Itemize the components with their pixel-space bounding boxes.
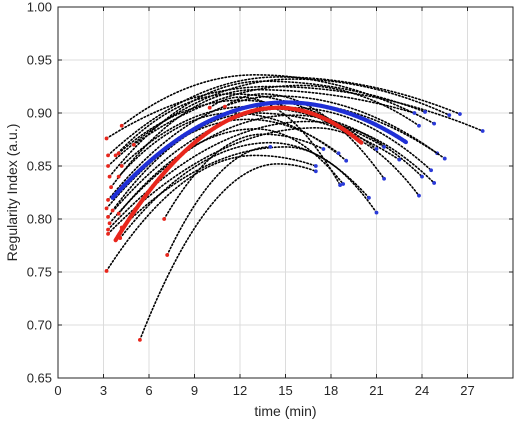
series-end-point [412,111,417,115]
series-end-point [367,195,371,200]
individual-fit-curve [120,74,435,127]
series-end-point [417,123,421,128]
mean-curve-red [113,105,364,243]
series-end-point [432,181,437,185]
series-start-point [106,214,110,219]
series-start-point [222,104,227,109]
series-end-point [374,147,379,151]
x-tick-label: 21 [369,383,383,398]
series-end-point [374,210,379,215]
y-axis-label: Regularity Index (a.u.) [4,124,20,262]
series-start-point [107,174,112,179]
series-start-point [104,206,109,211]
y-tick-label: 0.90 [27,106,52,121]
individual-fit-curve [105,85,484,140]
series-end-point [313,169,318,174]
x-tick-label: 24 [415,383,429,398]
y-tick-label: 0.85 [27,159,52,174]
x-tick-label: 27 [460,383,474,398]
individual-fit-curve [107,76,461,157]
series-end-point [442,156,447,161]
series-end-point [382,176,386,181]
y-tick-label: 0.70 [27,318,52,333]
individual-fit-curve [107,120,435,231]
series-start-point [119,164,124,168]
y-tick-label: 1.00 [27,0,52,15]
series-end-point [458,112,462,116]
series-start-point [106,164,110,168]
x-tick-label: 15 [278,383,292,398]
series-start-point [131,142,136,147]
series-start-point [110,208,115,213]
series-start-point [138,337,142,342]
series-end-point [397,157,402,162]
individual-fit-curve [107,127,420,235]
series-end-point [268,145,273,149]
series-start-point [104,136,109,141]
series-start-point [116,174,121,179]
individual-fit-curve [120,105,385,167]
series-start-point [106,231,110,236]
series-end-point [341,182,346,186]
x-tick-label: 12 [233,383,247,398]
individual-fit-curve [139,163,317,341]
y-axis-ticks: 0.65 0.70 0.75 0.80 0.85 0.90 0.95 1.00 [27,0,513,386]
series-start-point [113,153,118,158]
individual-fit-curve [108,80,426,178]
x-tick-label: 6 [145,383,152,398]
individual-fit-curve [107,95,438,201]
series-end-point [417,193,421,198]
x-tick-label: 18 [324,383,338,398]
x-tick-label: 9 [191,383,198,398]
series-end-point [344,158,349,163]
individual-fit-curve [110,88,416,188]
series-end-point [447,113,452,118]
series-end-point [480,129,485,133]
individual-fit-curve [133,84,420,146]
series-end-point [382,145,386,149]
individual-fit-curve [163,133,325,220]
x-tick-label: 3 [100,383,107,398]
series-end-point [321,147,326,151]
series-start-point [106,198,110,202]
series-start-point [107,221,112,226]
mean-curve-blue [110,100,409,200]
series-start-point [119,123,124,128]
series-start-point [207,105,212,110]
individual-fit-curve [105,154,317,272]
series-end-point [338,183,342,187]
individual-fit-curve [107,106,432,218]
series-end-point [429,168,433,173]
x-axis-label: time (min) [254,403,316,419]
series-start-point [106,153,110,158]
series-start-point [106,227,110,232]
series-start-point [116,151,121,156]
series-start-point [162,217,167,221]
individual-fit-curve [166,146,272,256]
y-tick-label: 0.65 [27,371,52,386]
series-end-point [336,151,341,156]
series-start-point [109,185,113,190]
series-start-point [165,253,170,257]
series-start-point [104,269,109,273]
x-tick-label: 0 [54,383,61,398]
y-tick-label: 0.95 [27,53,52,68]
series-end-point [432,121,437,126]
x-axis-ticks: 0 3 6 9 12 15 18 21 24 27 [54,7,475,398]
series-end-point [420,174,424,179]
series-end-point [313,164,318,168]
series-end-point [423,110,427,114]
series-start-point [116,211,121,216]
individual-fit-curve [117,128,344,215]
y-tick-label: 0.75 [27,265,52,280]
series-group [104,74,485,342]
y-tick-label: 0.80 [27,212,52,227]
